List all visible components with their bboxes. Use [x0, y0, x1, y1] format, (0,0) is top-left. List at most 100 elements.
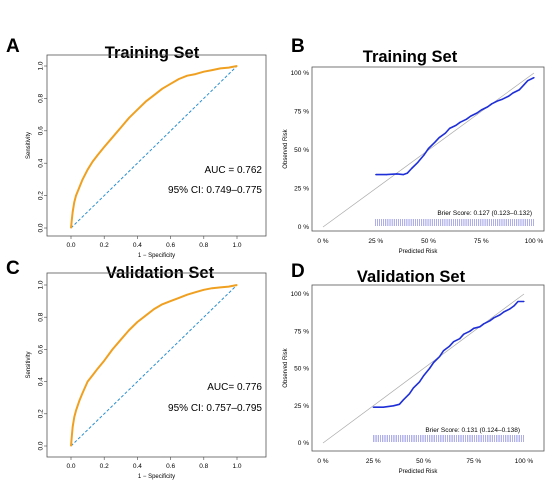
series-point [228, 286, 230, 288]
series-point [523, 300, 525, 303]
series-point [82, 178, 84, 180]
series-point [438, 137, 440, 139]
series-point [70, 445, 72, 447]
y-tick-label: 50 % [294, 366, 309, 373]
series-point [236, 284, 238, 286]
x-tick-label: 75 % [466, 458, 481, 465]
series-point [91, 160, 94, 163]
series-point [453, 341, 455, 343]
y-tick-label: 0.8 [38, 312, 45, 321]
chart-title: Training Set [363, 48, 458, 66]
y-tick-label: 0 % [298, 440, 309, 447]
series-point [211, 69, 213, 71]
y-tick-label: 0.6 [38, 345, 45, 354]
series-point [87, 169, 89, 171]
panel-d-calibration-validation: D Validation Set 0 % 25 % 50 % 75 % 100 % 0 % 25… [283, 261, 545, 475]
auc-label: AUC= 0.776 [207, 382, 262, 393]
series-point [465, 118, 468, 120]
series-point [186, 294, 188, 296]
x-tick-label: 25 % [368, 238, 383, 245]
series-line [373, 300, 524, 409]
series-point [402, 399, 404, 401]
y-tick-label: 1.0 [38, 61, 45, 70]
plot-frame [46, 54, 267, 237]
series-point [128, 117, 130, 119]
panel-a-roc-training: A Training Set 0.0 0.2 0.4 0.6 0.8 1.0 0.0 0.2 0.4… [6, 36, 267, 259]
series-point [103, 360, 105, 362]
series-point [423, 154, 425, 156]
panel-b-calibration-training: B Training Set 0 % 25 % 50 % 75 % 100 % 0 % 25 %… [283, 36, 545, 255]
x-tick-label: 0.8 [199, 242, 208, 249]
series-point [396, 173, 398, 175]
series-point [111, 136, 114, 138]
panel-letter: C [6, 258, 20, 279]
x-tick-label: 0.8 [199, 463, 208, 470]
auc-label: AUC = 0.762 [204, 165, 262, 176]
series-point [513, 305, 515, 307]
series-point [522, 84, 525, 86]
brier-score-label: Brier Score: 0.127 (0.123–0.132) [437, 210, 532, 217]
series-point [186, 75, 188, 77]
rug-plot [375, 219, 534, 226]
series-point [87, 381, 89, 383]
y-tick-label: 0.6 [38, 126, 45, 135]
series-point [111, 348, 114, 350]
series-point [449, 127, 451, 130]
series-point [91, 374, 94, 376]
series-point [153, 94, 155, 96]
series-point [497, 100, 499, 102]
series-point [178, 78, 180, 80]
series-point [455, 124, 457, 126]
series-point [228, 67, 230, 69]
series-point [194, 73, 197, 75]
series-point [71, 219, 73, 221]
series-point [75, 195, 77, 197]
series-point [236, 65, 238, 67]
series-point [385, 174, 387, 176]
x-axis-label: 1 − Specificity [138, 474, 175, 480]
x-tick-label: 0.4 [133, 463, 142, 470]
y-axis-label: Sensitivity [26, 132, 32, 159]
chance-diagonal [70, 284, 238, 447]
series-point [219, 67, 221, 70]
y-tick-label: 0 % [298, 224, 309, 231]
series-point [96, 154, 99, 156]
series-line [375, 76, 535, 176]
panel-letter: A [6, 36, 20, 57]
series-point [480, 109, 482, 111]
series-point [71, 435, 73, 437]
series-point [178, 297, 180, 299]
series-point [375, 174, 377, 176]
series-point [483, 323, 485, 325]
x-tick-label: 0 % [317, 238, 328, 245]
y-tick-label: 100 % [291, 291, 310, 298]
series-point [459, 121, 461, 123]
series-point [533, 77, 535, 79]
ideal-calibration-line [322, 72, 535, 228]
series-point [493, 317, 495, 319]
series-point [438, 355, 441, 358]
x-tick-label: 0.4 [133, 242, 142, 249]
x-tick-label: 1.0 [232, 242, 241, 249]
series-point [512, 92, 514, 94]
series-point [203, 71, 205, 73]
series-point [427, 147, 430, 150]
series-point [398, 403, 400, 405]
series-point [508, 95, 510, 97]
series-point [417, 161, 419, 163]
chart-title: Training Set [105, 44, 200, 62]
x-tick-label: 75 % [474, 238, 489, 245]
x-tick-label: 25 % [366, 458, 381, 465]
x-axis-label: Predicted Risk [399, 469, 439, 475]
series-point [136, 321, 138, 323]
y-tick-label: 0.4 [38, 377, 45, 386]
y-tick-label: 0.4 [38, 158, 45, 167]
y-tick-label: 0.0 [38, 223, 45, 232]
series-point [194, 291, 197, 293]
ideal-calibration-line [322, 293, 525, 444]
x-tick-label: 0.2 [100, 242, 109, 249]
series-point [203, 289, 205, 291]
y-tick-label: 0.2 [38, 409, 45, 418]
series-point [463, 333, 465, 335]
x-tick-label: 100 % [525, 238, 544, 245]
